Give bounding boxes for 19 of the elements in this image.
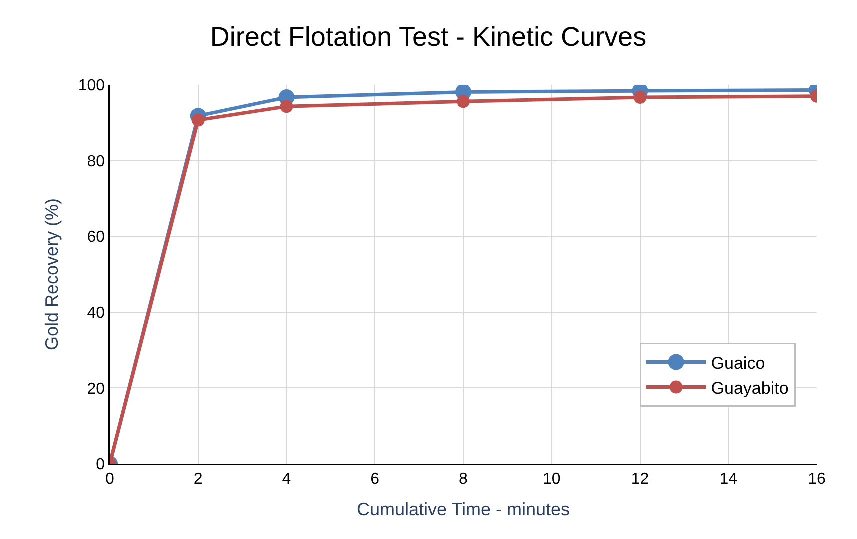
x-tick-label: 12: [631, 471, 650, 488]
x-axis-title: Cumulative Time - minutes: [356, 499, 570, 520]
y-tick-label: 20: [87, 380, 106, 398]
legend-label: Guaico: [711, 354, 766, 373]
x-tick-label: 16: [808, 471, 826, 488]
y-tick-label: 60: [87, 229, 106, 246]
x-tick-label: 6: [370, 471, 380, 488]
x-tick-label: 10: [542, 471, 561, 488]
y-tick-label: 80: [87, 153, 106, 170]
x-tick-label: 8: [459, 471, 468, 488]
legend-label: Guayabito: [711, 378, 789, 398]
y-axis-title: Gold Recovery (%): [42, 198, 62, 351]
chart-title: Direct Flotation Test - Kinetic Curves: [210, 22, 647, 52]
y-tick-label: 40: [87, 305, 106, 322]
x-tick-label: 2: [194, 471, 203, 488]
y-tick-label: 0: [96, 456, 106, 474]
x-tick-label: 4: [282, 471, 292, 488]
y-tick-label: 100: [78, 78, 106, 95]
x-tick-label: 14: [720, 471, 738, 488]
